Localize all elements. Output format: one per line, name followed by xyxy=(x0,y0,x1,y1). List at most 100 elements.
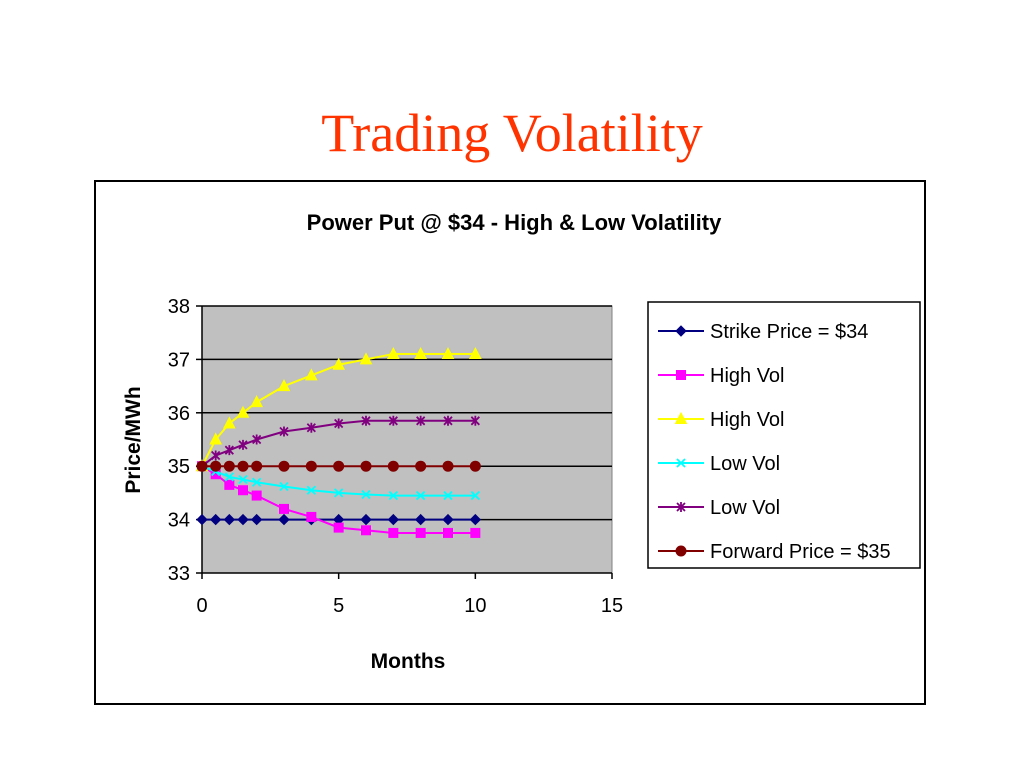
data-point xyxy=(279,481,289,492)
data-point xyxy=(224,445,234,456)
data-point xyxy=(210,460,222,472)
data-point xyxy=(223,460,235,472)
data-point xyxy=(209,432,222,445)
data-point xyxy=(443,490,453,501)
legend: Strike Price = $34 High Vol High Vol Low Vo… xyxy=(647,301,921,569)
data-point xyxy=(277,379,291,392)
data-point xyxy=(252,434,262,445)
data-point xyxy=(441,346,455,360)
series-2 xyxy=(195,346,482,472)
data-point xyxy=(361,489,371,500)
data-point xyxy=(469,346,482,360)
data-point xyxy=(415,460,427,472)
legend-box xyxy=(647,301,921,569)
x-tick-label: 10 xyxy=(464,595,486,617)
data-point xyxy=(224,472,234,482)
data-point xyxy=(387,346,400,360)
legend-item: Forward Price = $35 xyxy=(658,541,891,563)
data-point xyxy=(360,460,372,472)
data-point xyxy=(306,422,316,433)
data-point xyxy=(278,460,290,472)
data-point xyxy=(416,490,426,501)
data-point xyxy=(443,527,453,538)
data-point xyxy=(224,479,235,490)
legend-label: Low Vol xyxy=(710,497,780,519)
y-tick-label: 33 xyxy=(168,563,190,585)
legend-label: High Vol xyxy=(710,365,785,387)
data-point xyxy=(305,460,317,472)
data-point xyxy=(469,460,481,472)
data-point xyxy=(414,346,427,360)
data-point xyxy=(469,513,482,526)
data-point xyxy=(470,490,480,501)
plot-background xyxy=(201,305,613,574)
data-point xyxy=(470,527,481,538)
data-point xyxy=(278,513,290,526)
data-point xyxy=(334,488,344,498)
data-point xyxy=(251,460,263,472)
legend-label: Low Vol xyxy=(710,453,780,475)
legend-marker xyxy=(675,325,687,337)
data-point xyxy=(211,450,221,461)
data-point xyxy=(387,513,400,526)
data-point xyxy=(237,513,249,526)
data-point xyxy=(414,513,427,526)
data-point xyxy=(238,439,248,450)
x-axis-title: Months xyxy=(371,650,446,673)
data-point xyxy=(238,485,248,496)
data-point xyxy=(252,477,262,487)
data-point xyxy=(442,513,454,526)
legend-label: Strike Price = $34 xyxy=(710,321,868,343)
data-point xyxy=(196,460,208,472)
data-point xyxy=(251,490,262,501)
legend-item: High Vol xyxy=(658,365,785,387)
data-point xyxy=(361,525,371,536)
data-point xyxy=(442,460,454,472)
chart-svg: Power Put @ $34 - High & Low Volatility … xyxy=(122,210,921,673)
data-point xyxy=(334,418,344,429)
y-tick-label: 37 xyxy=(168,349,190,371)
data-point xyxy=(333,522,344,533)
legend-item: Low Vol xyxy=(658,453,780,475)
series-3 xyxy=(197,461,480,501)
chart-frame: Power Put @ $34 - High & Low Volatility … xyxy=(94,180,926,705)
data-point xyxy=(306,511,317,522)
y-tick-label: 34 xyxy=(168,510,190,532)
legend-label: High Vol xyxy=(710,409,785,431)
legend-marker xyxy=(674,411,688,424)
series-5 xyxy=(196,460,481,472)
y-tick-label: 38 xyxy=(168,296,190,318)
y-tick-label: 35 xyxy=(168,456,190,478)
data-point xyxy=(332,357,345,370)
legend-marker xyxy=(676,370,686,380)
data-point xyxy=(279,426,289,437)
data-point xyxy=(388,490,398,501)
series-4 xyxy=(197,415,480,472)
x-tick-label: 0 xyxy=(196,595,207,617)
legend-marker xyxy=(676,502,686,512)
y-tick-label: 36 xyxy=(168,403,190,425)
data-point xyxy=(359,352,373,365)
data-point xyxy=(223,513,236,526)
data-point xyxy=(306,485,316,495)
data-point xyxy=(388,527,399,538)
data-point xyxy=(250,513,263,526)
data-point xyxy=(238,474,248,485)
legend-marker xyxy=(675,545,687,557)
x-tick-label: 5 xyxy=(333,595,344,617)
data-point xyxy=(360,513,372,526)
plot-area: 33 34 35 36 37 38 0 5 10 15 xyxy=(168,296,623,617)
data-point xyxy=(416,415,426,426)
legend-item: High Vol xyxy=(658,409,785,431)
data-point xyxy=(305,368,318,381)
legend-label: Forward Price = $35 xyxy=(710,541,891,563)
data-point xyxy=(415,527,426,538)
x-tick-label: 15 xyxy=(601,595,623,617)
data-point xyxy=(388,415,398,426)
slide-title: Trading Volatility xyxy=(321,103,703,163)
legend-item: Strike Price = $34 xyxy=(658,321,868,343)
data-point xyxy=(209,513,222,526)
data-point xyxy=(387,460,399,472)
chart-title: Power Put @ $34 - High & Low Volatility xyxy=(307,210,722,235)
data-point xyxy=(223,416,236,429)
